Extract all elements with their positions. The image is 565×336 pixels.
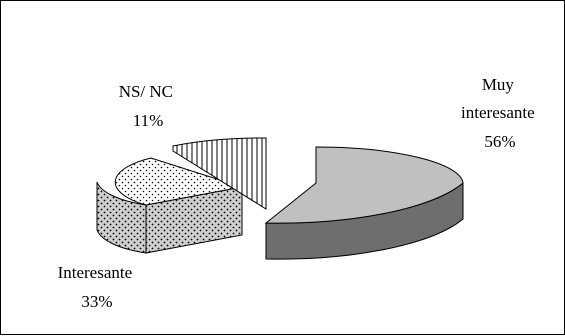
label-ns-nc-value: 11% <box>133 111 164 130</box>
label-ns-nc: NS/ NC 11% <box>119 82 178 130</box>
label-ns-nc-line1: NS/ NC <box>119 82 173 101</box>
label-muy-interesante-line1: Muy <box>482 75 515 94</box>
label-interesante-line1: Interesante <box>58 263 133 282</box>
slice-ns-nc <box>172 137 267 210</box>
slice-interesante <box>96 157 243 254</box>
label-muy-interesante-value: 56% <box>484 132 515 151</box>
label-interesante-value: 33% <box>81 292 112 311</box>
slice-ns-nc-body <box>172 137 267 210</box>
label-interesante: Interesante 33% <box>58 263 137 311</box>
label-muy-interesante-line2: interesante <box>461 103 535 122</box>
slice-muy-interesante <box>264 146 464 260</box>
slice-interesante-top <box>114 157 243 206</box>
slice-muy-interesante-top <box>264 146 464 224</box>
label-muy-interesante: Muy interesante 56% <box>461 75 539 151</box>
